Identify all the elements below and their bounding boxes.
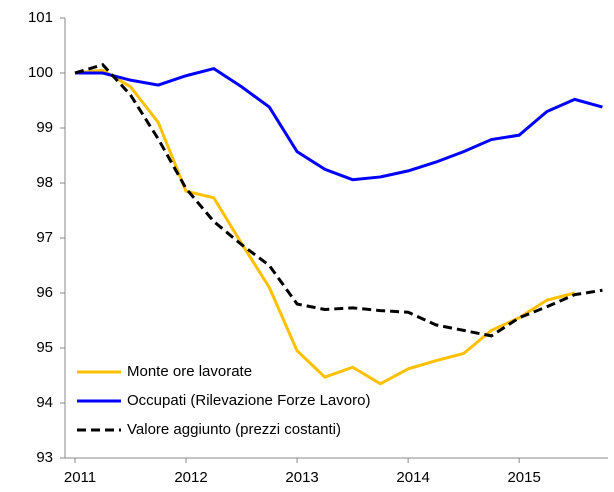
- x-tick-label: 2014: [396, 469, 429, 486]
- y-tick-label: 100: [28, 64, 53, 81]
- y-tick-label: 97: [36, 229, 53, 246]
- series-line: [74, 66, 603, 182]
- x-tick-label: 2012: [174, 469, 207, 486]
- x-tick-label: 2015: [507, 469, 540, 486]
- legend-label: Valore aggiunto (prezzi costanti): [127, 421, 341, 438]
- series-line: [74, 63, 603, 338]
- y-tick-label: 93: [36, 449, 53, 466]
- legend-label: Occupati (Rilevazione Forze Lavoro): [127, 392, 370, 409]
- y-tick-label: 99: [36, 119, 53, 136]
- y-tick-label: 96: [36, 284, 53, 301]
- x-tick-label: 2013: [285, 469, 318, 486]
- y-tick-label: 95: [36, 339, 53, 356]
- y-tick-label: 94: [36, 394, 53, 411]
- x-tick-label: 2011: [64, 469, 96, 486]
- y-tick-label: 101: [28, 9, 53, 26]
- legend-label: Monte ore lavorate: [127, 363, 252, 380]
- series-line: [74, 68, 576, 386]
- y-tick-label: 98: [36, 174, 53, 191]
